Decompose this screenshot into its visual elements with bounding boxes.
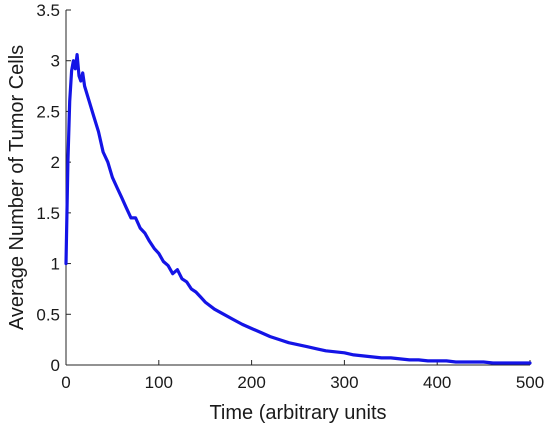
plot-area xyxy=(64,52,532,365)
y-tick-label: 3 xyxy=(51,52,60,71)
y-axis-label: Average Number of Tumor Cells xyxy=(6,45,28,330)
x-tick-label: 100 xyxy=(145,373,173,392)
y-tick-label: 0.5 xyxy=(36,305,60,324)
y-tick-label: 1.5 xyxy=(36,204,60,223)
x-axis-label: Time (arbitrary units xyxy=(209,402,386,424)
x-tick-label: 300 xyxy=(330,373,358,392)
x-tick-label: 400 xyxy=(423,373,451,392)
data-series-line xyxy=(64,52,532,365)
y-tick-label: 2 xyxy=(51,153,60,172)
y-tick-label: 3.5 xyxy=(36,1,60,20)
y-tick-label: 1 xyxy=(51,255,60,274)
y-tick-label: 0 xyxy=(51,356,60,375)
x-tick-label: 500 xyxy=(516,373,544,392)
x-tick-label: 0 xyxy=(61,373,70,392)
y-tick-label: 2.5 xyxy=(36,102,60,121)
x-tick-label: 200 xyxy=(237,373,265,392)
axes: 0 100 200 300 400 500 0 0.5 1 1.5 2 2.5 3 3.5 xyxy=(36,1,544,392)
